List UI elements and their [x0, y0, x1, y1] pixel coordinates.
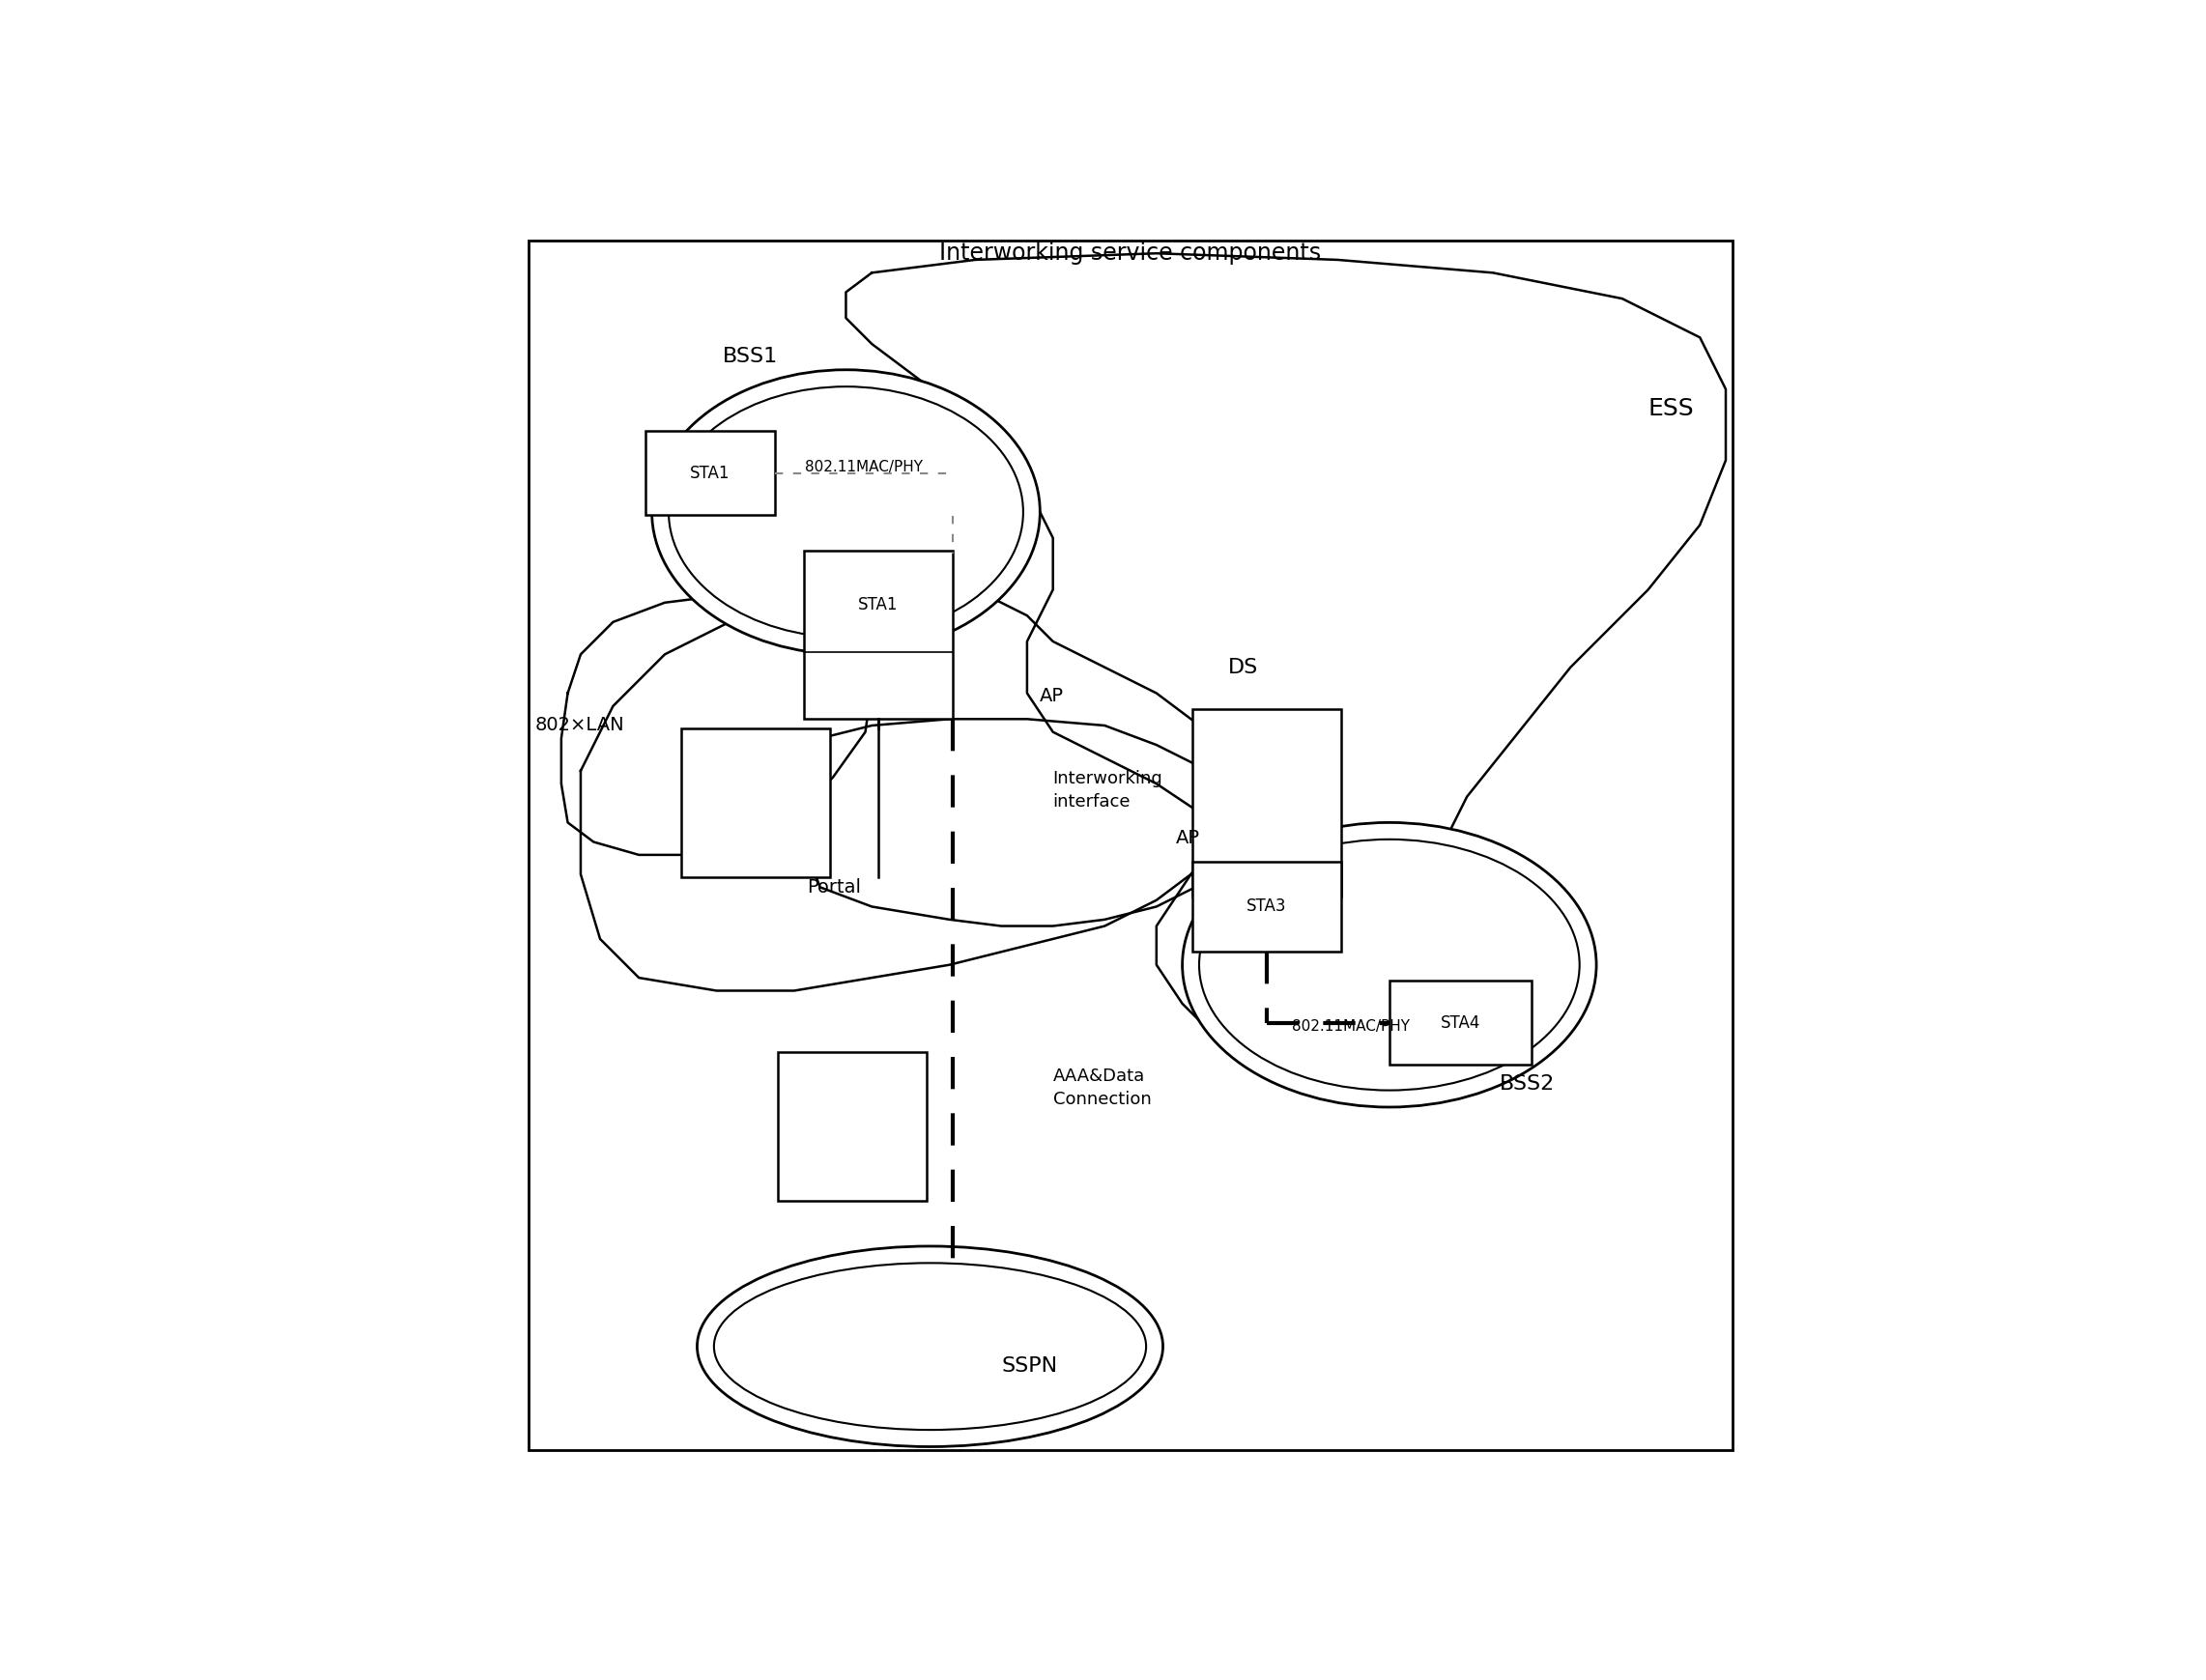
Text: ESS: ESS	[1648, 396, 1694, 420]
Ellipse shape	[1200, 840, 1579, 1090]
Ellipse shape	[697, 1247, 1163, 1446]
Bar	[1191, 709, 1341, 897]
Text: Interworking service components: Interworking service components	[940, 242, 1321, 265]
Text: SSPN: SSPN	[1002, 1356, 1057, 1376]
Text: AP: AP	[1176, 828, 1200, 847]
Ellipse shape	[1182, 823, 1597, 1107]
Text: BSS2: BSS2	[1500, 1074, 1555, 1094]
Text: 802×LAN: 802×LAN	[536, 716, 624, 734]
Bar	[779, 1052, 927, 1201]
Ellipse shape	[651, 370, 1039, 654]
Text: STA3: STA3	[1246, 897, 1286, 916]
Text: AAA&Data
Connection: AAA&Data Connection	[1052, 1067, 1152, 1107]
Ellipse shape	[668, 386, 1024, 637]
Text: DS: DS	[1227, 657, 1257, 677]
Bar	[1390, 981, 1531, 1065]
Text: Portal: Portal	[807, 879, 860, 897]
Text: STA4: STA4	[1441, 1015, 1480, 1032]
Text: AP: AP	[1039, 687, 1063, 706]
Bar	[803, 551, 953, 719]
Text: BSS1: BSS1	[724, 348, 779, 366]
Bar	[646, 432, 774, 516]
Text: Interworking
interface: Interworking interface	[1052, 769, 1163, 810]
Text: 802.11MAC/PHY: 802.11MAC/PHY	[805, 460, 922, 474]
Text: STA1: STA1	[858, 596, 898, 613]
Text: STA1: STA1	[690, 465, 730, 482]
Bar	[682, 729, 829, 877]
Bar	[1191, 862, 1341, 953]
Text: 802.11MAC/PHY: 802.11MAC/PHY	[1293, 1020, 1410, 1035]
Ellipse shape	[715, 1263, 1147, 1430]
